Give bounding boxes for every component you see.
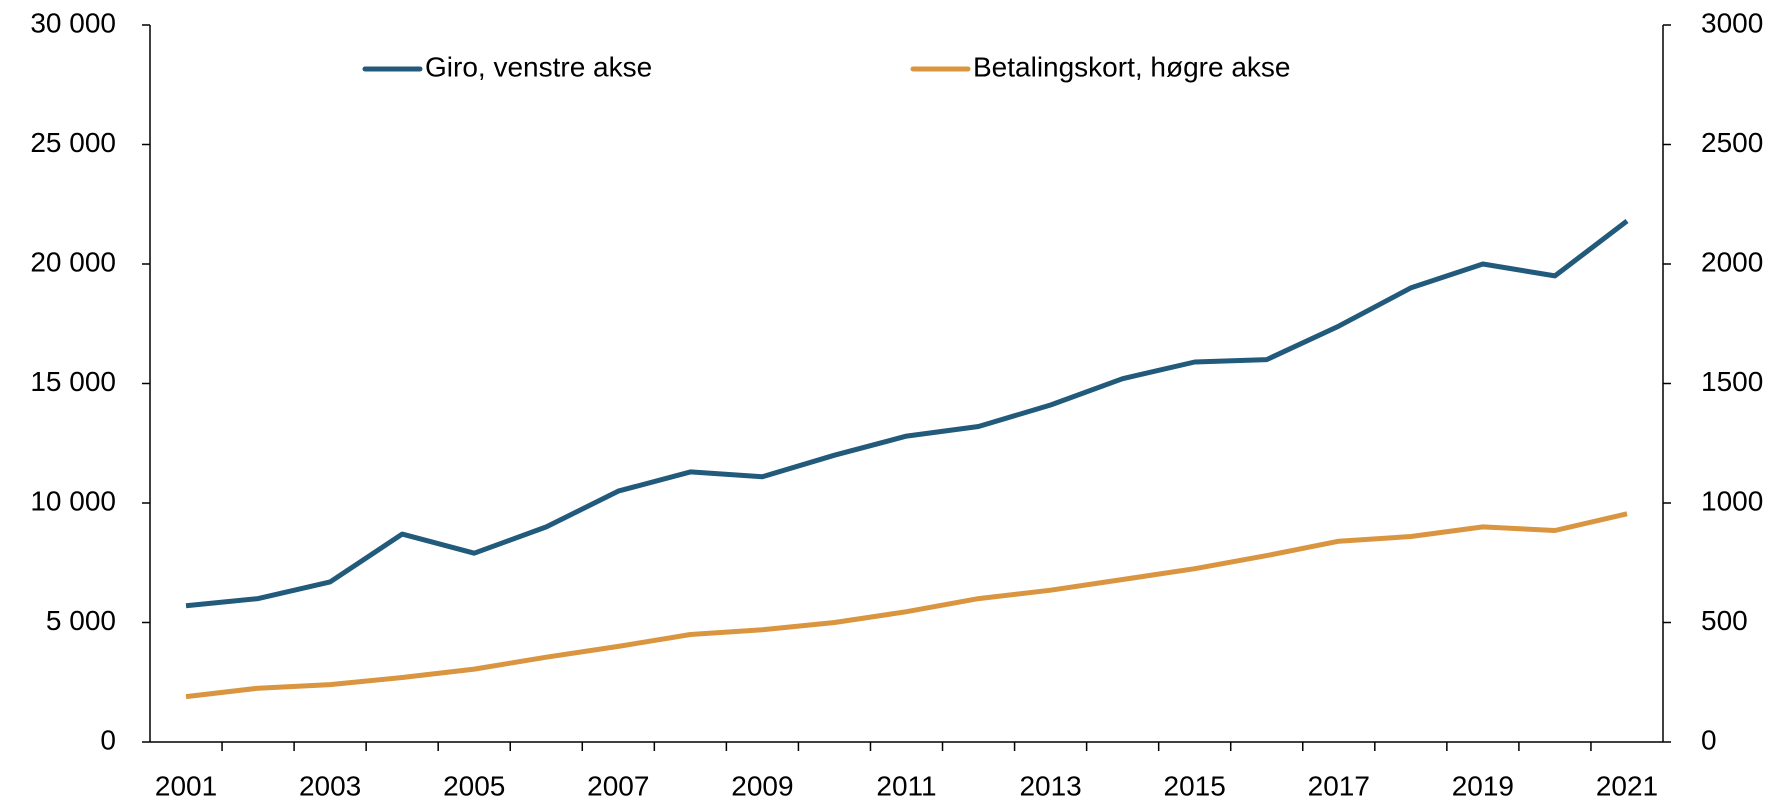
series-line <box>185 219 1629 609</box>
y-tick-label: 0 <box>100 724 116 755</box>
y-tick-label: 5 000 <box>46 605 116 636</box>
x-tick-label: 2005 <box>443 770 505 801</box>
y-tick-label: 25 000 <box>30 127 116 158</box>
x-tick-label: 2007 <box>587 770 649 801</box>
series-line <box>185 511 1628 700</box>
y2-tick-label: 2500 <box>1701 127 1763 158</box>
x-tick-label: 2013 <box>1019 770 1081 801</box>
x-tick-label: 2009 <box>731 770 793 801</box>
x-tick-label: 2015 <box>1164 770 1226 801</box>
legend-label: Giro, venstre akse <box>425 51 652 82</box>
y-tick-label: 30 000 <box>30 7 116 38</box>
y2-tick-label: 2000 <box>1701 246 1763 277</box>
y2-tick-label: 3000 <box>1701 7 1763 38</box>
y-tick-label: 15 000 <box>30 366 116 397</box>
y2-tick-label: 500 <box>1701 605 1748 636</box>
x-tick-label: 2021 <box>1596 770 1658 801</box>
y2-tick-label: 0 <box>1701 724 1717 755</box>
y-tick-label: 20 000 <box>30 246 116 277</box>
y2-tick-label: 1000 <box>1701 485 1763 516</box>
y-tick-label: 10 000 <box>30 485 116 516</box>
legend-label: Betalingskort, høgre akse <box>973 51 1291 82</box>
x-tick-label: 2011 <box>876 770 936 801</box>
x-tick-label: 2003 <box>299 770 361 801</box>
x-tick-label: 2019 <box>1452 770 1514 801</box>
x-tick-label: 2017 <box>1308 770 1370 801</box>
x-tick-label: 2001 <box>155 770 217 801</box>
y2-tick-label: 1500 <box>1701 366 1763 397</box>
